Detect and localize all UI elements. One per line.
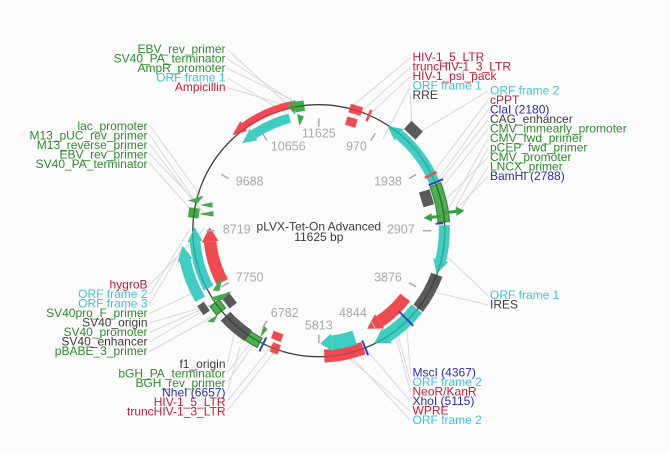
svg-text:M13_reverse_primer: M13_reverse_primer [37, 138, 148, 152]
svg-text:CMV_promoter: CMV_promoter [490, 150, 571, 164]
svg-text:HIV-1_5_LTR: HIV-1_5_LTR [413, 50, 485, 64]
svg-text:10656: 10656 [271, 140, 306, 154]
svg-text:IRES: IRES [490, 298, 518, 312]
svg-text:ORF frame 1: ORF frame 1 [490, 288, 560, 302]
svg-text:CMV_immearly_promoter: CMV_immearly_promoter [490, 122, 627, 136]
svg-text:1938: 1938 [374, 175, 402, 189]
svg-text:ORF frame 3: ORF frame 3 [78, 297, 148, 311]
svg-text:ORF frame 1: ORF frame 1 [413, 79, 483, 93]
svg-text:ORF frame 2: ORF frame 2 [413, 375, 483, 389]
svg-text:ORF frame 2: ORF frame 2 [490, 84, 560, 98]
svg-text:4844: 4844 [339, 306, 367, 320]
svg-text:XhoI (5115): XhoI (5115) [413, 394, 475, 408]
svg-text:SV40pro_F_primer: SV40pro_F_primer [46, 306, 147, 320]
svg-text:Ampicillin: Ampicillin [175, 80, 226, 94]
svg-text:9688: 9688 [236, 175, 264, 189]
svg-text:pLVX-Tet-On Advanced: pLVX-Tet-On Advanced [257, 220, 382, 234]
svg-text:HIV-1_5_LTR: HIV-1_5_LTR [154, 395, 226, 409]
svg-text:hygroB: hygroB [109, 278, 147, 292]
svg-text:HIV-1_psi_pack: HIV-1_psi_pack [413, 69, 498, 83]
svg-text:BGH_rev_primer: BGH_rev_primer [135, 376, 225, 390]
svg-text:bGH_PA_terminator: bGH_PA_terminator [118, 367, 225, 381]
svg-text:CAG_enhancer: CAG_enhancer [490, 112, 573, 126]
svg-text:NeoR/KanR: NeoR/KanR [413, 385, 477, 399]
svg-text:ORF frame 1: ORF frame 1 [156, 71, 226, 85]
svg-text:EBV_rev_primer: EBV_rev_primer [137, 42, 225, 56]
svg-text:SV40_PA_terminator: SV40_PA_terminator [114, 52, 226, 66]
svg-text:RRE: RRE [413, 88, 438, 102]
svg-text:pBABE_3_primer: pBABE_3_primer [55, 344, 148, 358]
svg-text:CMV_fwd_primer: CMV_fwd_primer [490, 131, 583, 145]
svg-text:NheI (6657): NheI (6657) [162, 386, 225, 400]
svg-text:cPPT: cPPT [490, 93, 520, 107]
svg-text:BamHI (2788): BamHI (2788) [490, 169, 565, 183]
svg-text:7750: 7750 [236, 271, 264, 285]
svg-text:SV40_enhancer: SV40_enhancer [61, 335, 147, 349]
svg-text:WPRE: WPRE [413, 404, 449, 418]
svg-text:EBV_rev_primer: EBV_rev_primer [59, 148, 147, 162]
svg-text:8719: 8719 [223, 223, 251, 237]
svg-text:11625 bp: 11625 bp [294, 230, 343, 244]
svg-text:ORF frame 2: ORF frame 2 [78, 287, 148, 301]
svg-text:ORF frame 2: ORF frame 2 [413, 413, 483, 427]
svg-text:3876: 3876 [374, 271, 402, 285]
svg-text:970: 970 [346, 140, 367, 154]
svg-text:ClaI (2180): ClaI (2180) [490, 103, 549, 117]
svg-text:SV40_PA_terminator: SV40_PA_terminator [36, 157, 148, 171]
svg-text:lac_promoter: lac_promoter [77, 119, 147, 133]
svg-text:SV40_promoter: SV40_promoter [63, 325, 147, 339]
svg-text:5813: 5813 [305, 319, 333, 333]
svg-text:truncHIV-1_3_LTR: truncHIV-1_3_LTR [413, 60, 512, 74]
svg-text:11625: 11625 [302, 127, 336, 141]
svg-text:pCEP_fwd_primer: pCEP_fwd_primer [490, 141, 587, 155]
svg-text:AmpR_promoter: AmpR_promoter [137, 61, 225, 75]
svg-text:LNCX_primer: LNCX_primer [490, 160, 563, 174]
svg-text:MscI (4367): MscI (4367) [413, 366, 476, 380]
svg-text:SV40_origin: SV40_origin [82, 316, 147, 330]
svg-text:2907: 2907 [387, 223, 415, 237]
svg-text:f1_origin: f1_origin [179, 357, 225, 371]
svg-text:truncHIV-1_3_LTR: truncHIV-1_3_LTR [127, 405, 226, 419]
svg-text:6782: 6782 [271, 306, 299, 320]
svg-text:M13_pUC_rev_primer: M13_pUC_rev_primer [29, 129, 147, 143]
